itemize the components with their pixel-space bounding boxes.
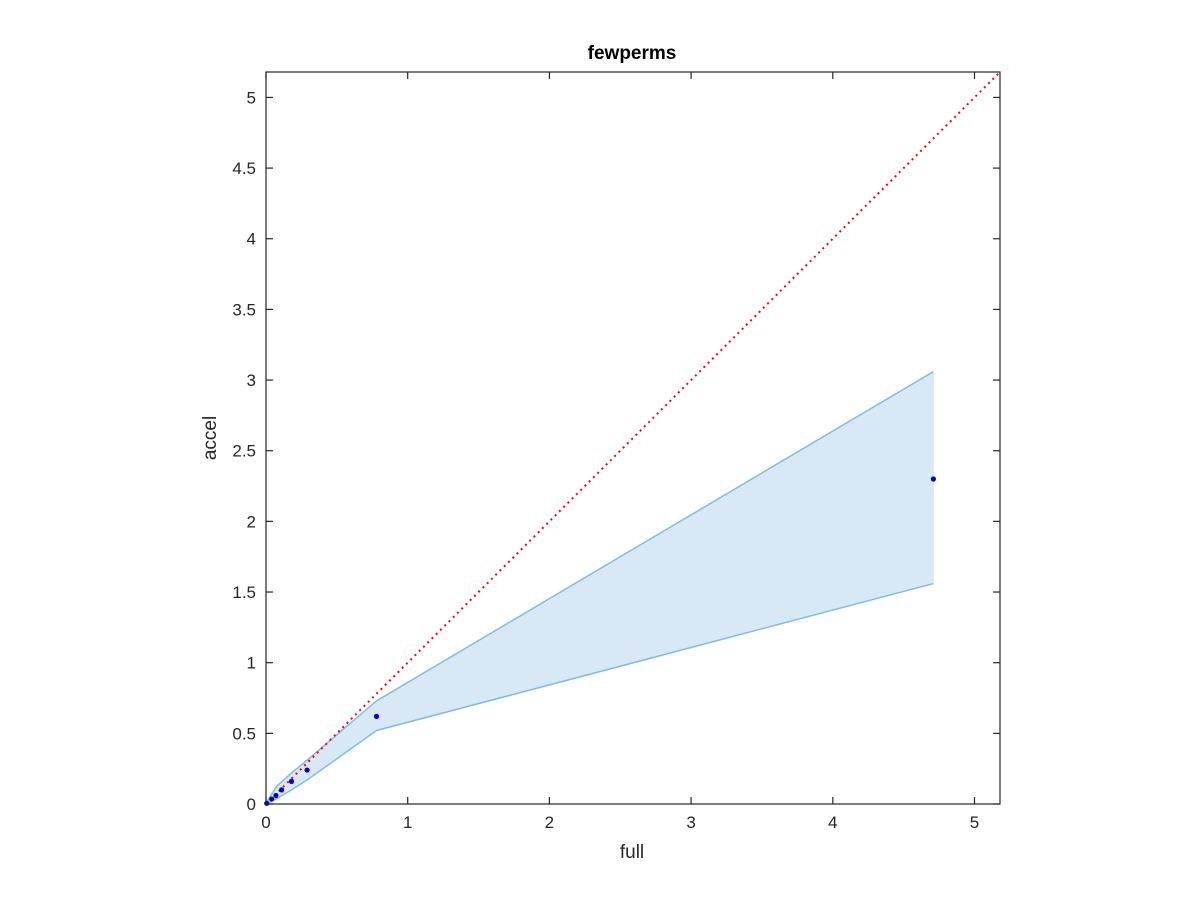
y-tick-label: 2 <box>247 512 256 531</box>
x-axis-label: full <box>620 842 644 863</box>
labels-layer: fewperms full accel <box>200 43 676 863</box>
data-point <box>304 767 310 773</box>
x-tick-label: 3 <box>686 813 695 832</box>
y-tick-label: 1.5 <box>232 583 256 602</box>
y-tick-label: 4.5 <box>232 159 256 178</box>
data-point <box>288 778 295 784</box>
data-point <box>930 476 937 482</box>
x-tick-label: 5 <box>970 813 979 832</box>
x-tick-label: 0 <box>261 813 270 832</box>
data-point <box>273 792 279 799</box>
chart-title: fewperms <box>588 43 677 64</box>
axes-box <box>265 71 1001 805</box>
x-tick-label: 4 <box>828 813 837 832</box>
x-tick-label: 2 <box>545 813 554 832</box>
data-point <box>373 713 380 719</box>
y-tick-label: 4 <box>247 230 256 249</box>
y-tick-label: 0 <box>247 795 256 814</box>
y-tick-label: 0.5 <box>232 724 256 743</box>
axes-layer: 0 1 2 3 4 5 0 0.5 1 1.5 2 2.5 3 3.5 4 4.5 5 <box>232 71 1001 832</box>
data-point <box>278 787 285 793</box>
confidence-band-area <box>266 371 934 804</box>
y-tick-label: 2.5 <box>232 442 256 461</box>
y-axis-label: accel <box>200 416 221 460</box>
x-tick-label: 1 <box>403 813 412 832</box>
y-tick-label: 5 <box>247 88 256 107</box>
y-tick-label: 3 <box>247 371 256 390</box>
y-tick-label: 3.5 <box>232 300 256 319</box>
data-point <box>269 796 275 802</box>
confidence-band-layer <box>265 370 934 805</box>
data-point <box>264 800 270 806</box>
y-tick-label: 1 <box>247 654 256 673</box>
band-upper-edge <box>265 370 934 804</box>
